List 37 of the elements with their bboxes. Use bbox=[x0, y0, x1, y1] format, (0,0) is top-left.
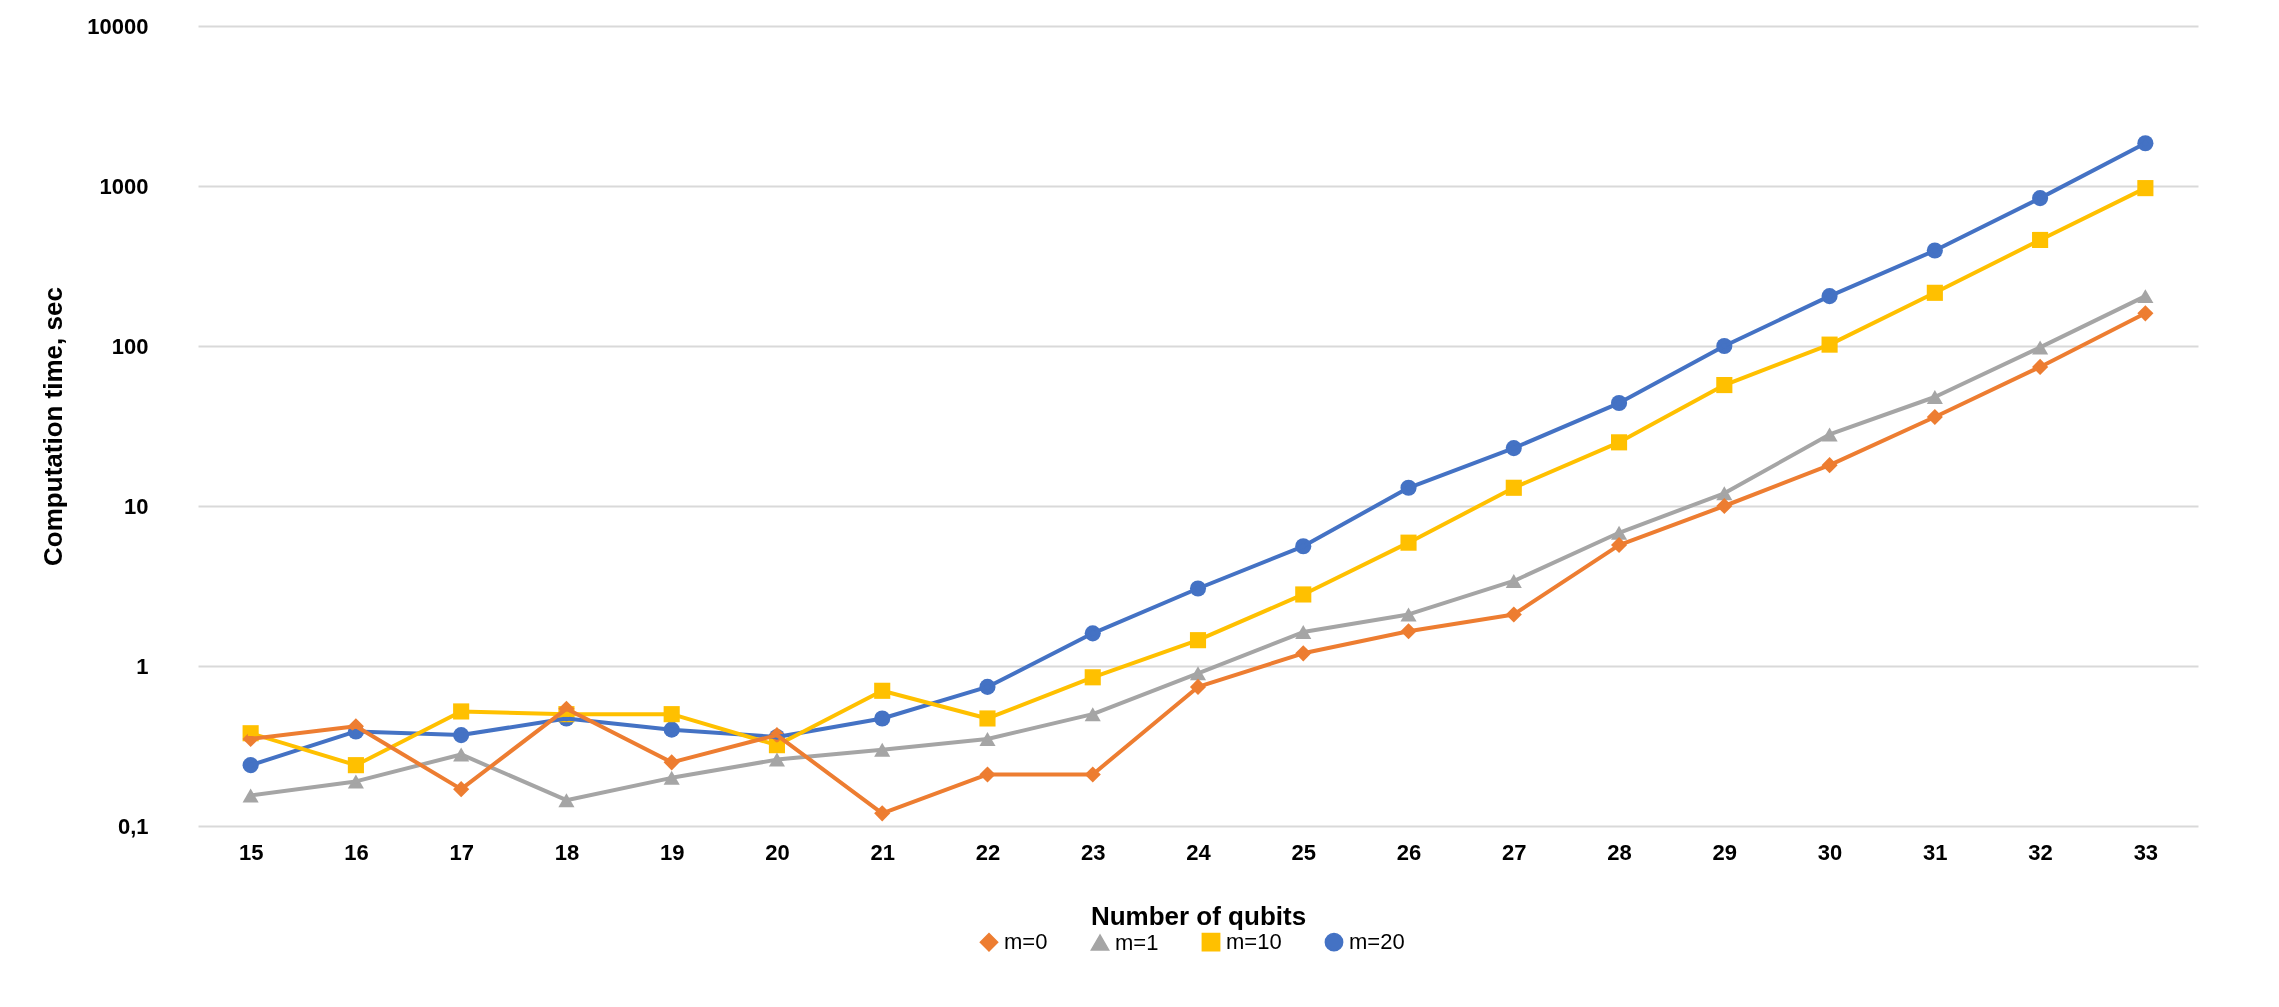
x-tick-label: 20 bbox=[765, 839, 790, 865]
legend-label: m=20 bbox=[1349, 929, 1405, 955]
y-tick-label: 1 bbox=[136, 653, 149, 679]
x-tick-label: 33 bbox=[2133, 839, 2159, 865]
x-tick-label: 15 bbox=[238, 839, 264, 865]
point bbox=[2137, 180, 2154, 197]
x-tick-label: 27 bbox=[1502, 839, 1527, 865]
x-tick-label: 22 bbox=[975, 839, 1001, 865]
legend-label: m=10 bbox=[1226, 929, 1282, 955]
x-axis-title: Number of qubits bbox=[1090, 900, 1307, 931]
x-tick-label: 21 bbox=[870, 839, 895, 865]
y-tick-label: 10000 bbox=[87, 13, 149, 39]
x-tick-label: 17 bbox=[449, 839, 474, 865]
x-tick-label: 24 bbox=[1186, 839, 1212, 865]
point bbox=[242, 788, 259, 803]
x-tick-label: 31 bbox=[1923, 839, 1948, 865]
x-tick-label: 16 bbox=[344, 839, 369, 865]
y-tick-label: 10 bbox=[124, 493, 149, 519]
point bbox=[2137, 305, 2154, 322]
x-tick-label: 25 bbox=[1291, 839, 1317, 865]
x-tick-label: 32 bbox=[2028, 839, 2053, 865]
point bbox=[768, 752, 786, 767]
y-tick-label: 0,1 bbox=[117, 813, 149, 839]
x-tick-label: 23 bbox=[1080, 839, 1106, 865]
x-tick-label: 30 bbox=[1817, 839, 1843, 865]
legend-label: m=0 bbox=[1004, 929, 1048, 955]
point bbox=[453, 703, 470, 720]
x-tick-label: 19 bbox=[659, 839, 685, 865]
x-tick-label: 26 bbox=[1396, 839, 1422, 865]
x-tick-label: 28 bbox=[1607, 839, 1632, 865]
x-tick-label: 18 bbox=[554, 839, 580, 865]
x-tick-label: 29 bbox=[1712, 839, 1738, 865]
y-axis-title: Computation time, sec bbox=[38, 287, 69, 566]
y-tick-label: 100 bbox=[111, 333, 149, 359]
y-tick-label: 1000 bbox=[99, 173, 149, 199]
legend-label: m=1 bbox=[1115, 929, 1159, 955]
point bbox=[874, 742, 891, 757]
